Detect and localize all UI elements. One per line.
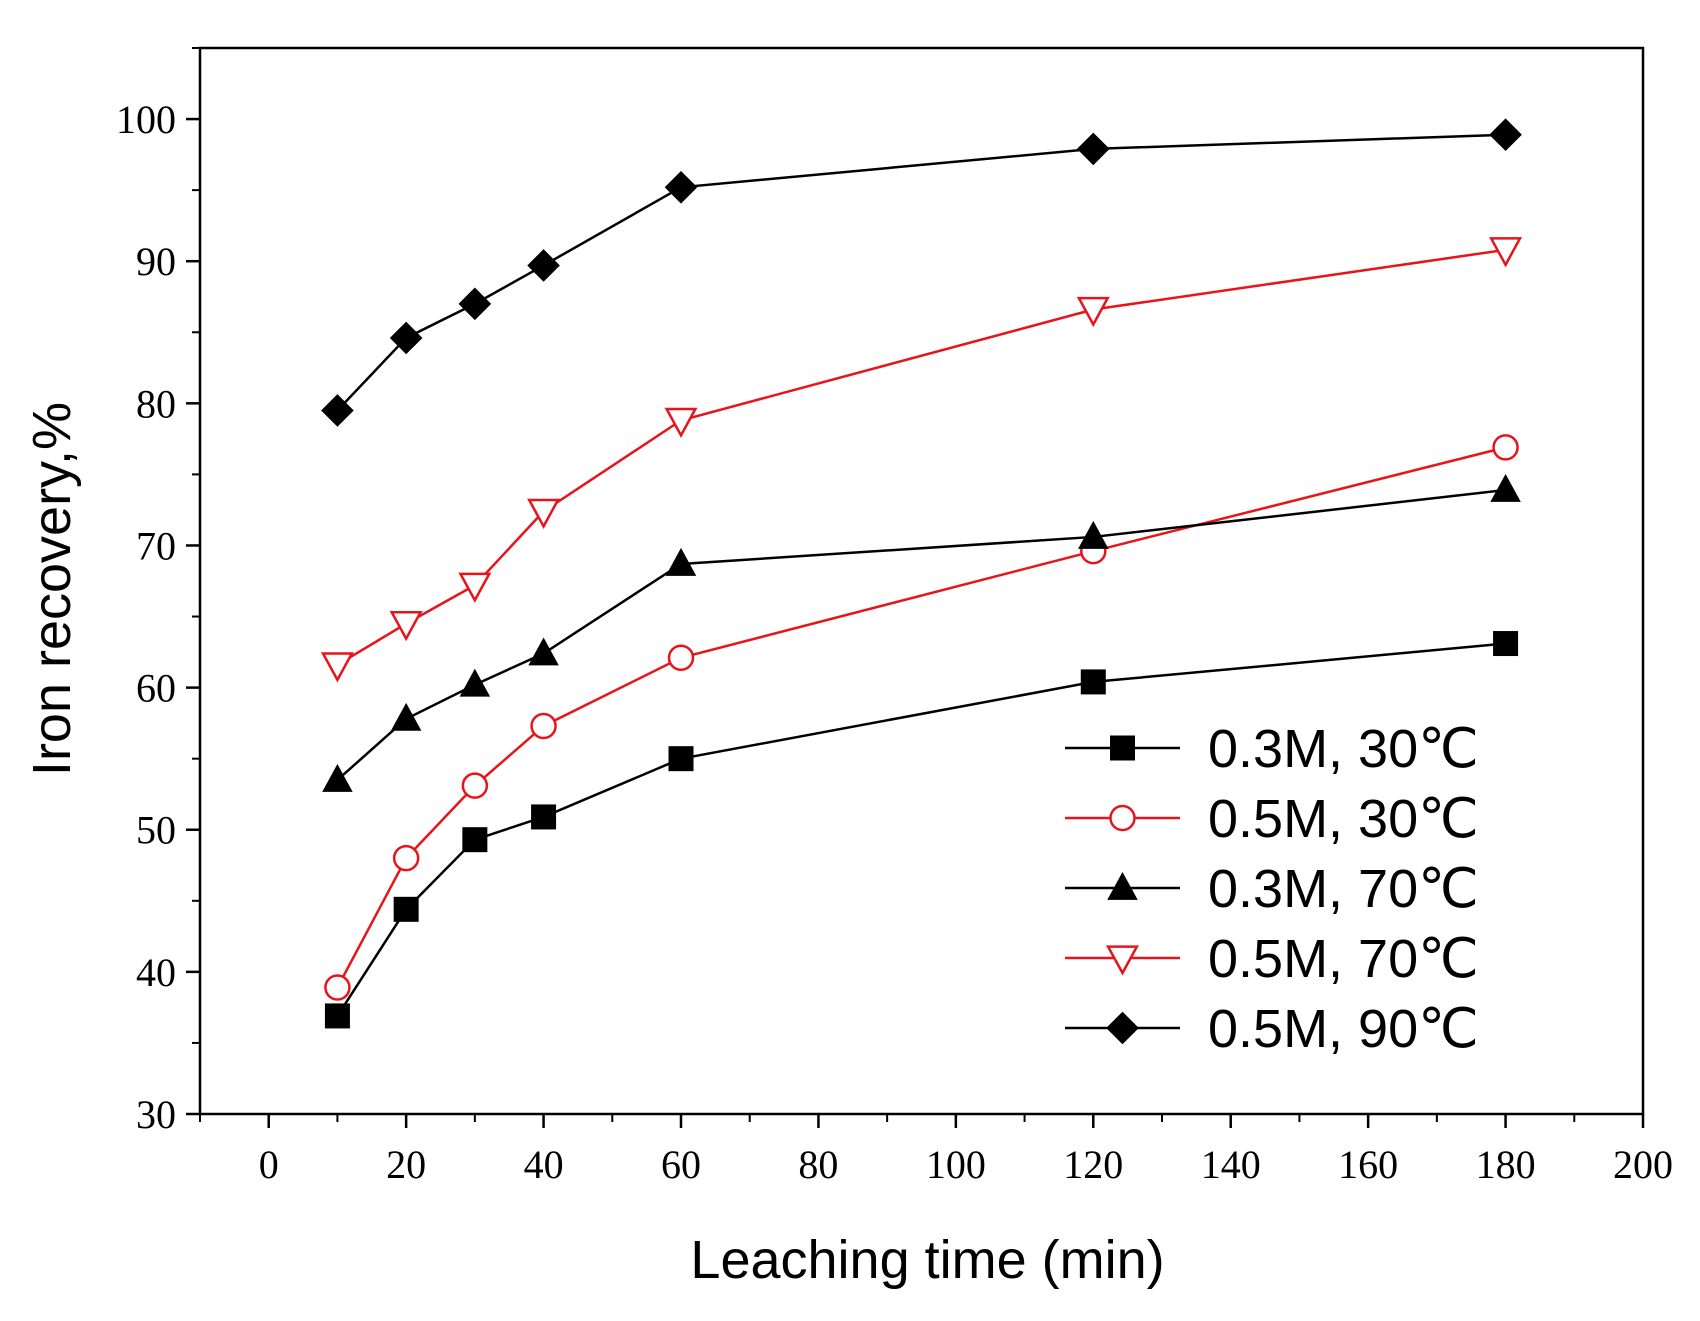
y-tick-label: 90 bbox=[136, 239, 176, 284]
series-line bbox=[336, 133, 1506, 412]
data-point bbox=[458, 287, 492, 321]
data-point bbox=[389, 321, 423, 355]
data-point bbox=[1489, 118, 1522, 152]
data-point bbox=[665, 547, 697, 576]
x-tick-label: 140 bbox=[1201, 1142, 1261, 1187]
x-tick-label: 120 bbox=[1063, 1142, 1123, 1187]
y-axis-title: Iron recovery,% bbox=[22, 402, 82, 776]
series-1 bbox=[324, 631, 1519, 1029]
x-tick-label: 100 bbox=[926, 1142, 986, 1187]
data-point bbox=[1492, 434, 1519, 461]
x-tick-label: 0 bbox=[259, 1142, 279, 1187]
data-point bbox=[461, 772, 489, 799]
data-point bbox=[320, 652, 354, 683]
data-point bbox=[668, 746, 694, 772]
data-point bbox=[1076, 296, 1110, 328]
legend-marker bbox=[1106, 1011, 1139, 1045]
data-point bbox=[389, 610, 423, 642]
legend-label: 0.5M, 90℃ bbox=[1208, 999, 1479, 1059]
data-point bbox=[1490, 473, 1521, 502]
legend-marker bbox=[1107, 871, 1138, 900]
data-point bbox=[527, 498, 561, 529]
y-tick-label: 50 bbox=[136, 808, 176, 853]
data-point bbox=[324, 1003, 350, 1029]
legend-item: 0.3M, 70℃ bbox=[1065, 859, 1479, 919]
y-tick-label: 80 bbox=[136, 381, 176, 426]
data-point bbox=[458, 572, 492, 603]
series-3 bbox=[322, 473, 1521, 792]
x-tick-label: 200 bbox=[1613, 1142, 1673, 1187]
legend: 0.3M, 30℃ 0.5M, 30℃ 0.3M, 70℃ 0.5M, 70℃ 0.5M… bbox=[1065, 719, 1479, 1059]
data-point bbox=[1078, 520, 1109, 549]
legend-label: 0.3M, 30℃ bbox=[1208, 719, 1479, 779]
legend-marker bbox=[1109, 804, 1136, 832]
x-axis-ticks: 0 20 40 60 80 100 120 140 160 180 200 bbox=[199, 1114, 1673, 1187]
x-tick-label: 20 bbox=[386, 1142, 426, 1187]
y-tick-label: 70 bbox=[136, 523, 176, 568]
plot-frame bbox=[198, 46, 1645, 1116]
data-point bbox=[459, 668, 491, 697]
data-point bbox=[527, 249, 560, 282]
x-tick-label: 40 bbox=[524, 1142, 564, 1187]
x-tick-label: 60 bbox=[661, 1142, 701, 1187]
legend-label: 0.3M, 70℃ bbox=[1208, 859, 1479, 919]
x-tick-label: 160 bbox=[1338, 1142, 1398, 1187]
data-point bbox=[462, 827, 488, 853]
data-point bbox=[393, 896, 419, 922]
y-tick-label: 30 bbox=[136, 1092, 176, 1137]
data-point bbox=[664, 407, 698, 438]
y-tick-label: 60 bbox=[136, 666, 176, 711]
data-point bbox=[1080, 669, 1106, 695]
series-5 bbox=[321, 118, 1522, 427]
data-point bbox=[664, 170, 698, 204]
legend-marker bbox=[1110, 735, 1135, 761]
x-tick-label: 80 bbox=[798, 1142, 838, 1187]
data-point bbox=[667, 644, 695, 672]
legend-label: 0.5M, 70℃ bbox=[1208, 929, 1479, 989]
series-layer bbox=[320, 118, 1523, 1029]
data-point bbox=[531, 804, 557, 830]
data-point bbox=[528, 637, 559, 666]
legend-item: 0.5M, 70℃ bbox=[1065, 929, 1479, 989]
y-tick-label: 40 bbox=[136, 950, 176, 995]
legend-marker bbox=[1105, 945, 1140, 976]
series-line bbox=[336, 248, 1506, 666]
y-axis-ticks: 30 40 50 60 70 80 90 100 bbox=[116, 47, 200, 1137]
y-tick-label: 100 bbox=[116, 97, 176, 142]
legend-label: 0.5M, 30℃ bbox=[1208, 789, 1479, 849]
x-axis-title: Leaching time (min) bbox=[690, 1230, 1164, 1290]
legend-item: 0.5M, 90℃ bbox=[1065, 999, 1479, 1059]
data-point bbox=[530, 712, 557, 740]
data-point bbox=[322, 763, 353, 792]
data-point bbox=[392, 844, 420, 872]
series-4 bbox=[320, 237, 1523, 683]
legend-item: 0.3M, 30℃ bbox=[1065, 719, 1479, 779]
data-point bbox=[1489, 237, 1523, 268]
legend-item: 0.5M, 30℃ bbox=[1065, 789, 1479, 849]
x-tick-label: 180 bbox=[1476, 1142, 1536, 1187]
data-point bbox=[321, 394, 354, 427]
data-point bbox=[390, 702, 422, 731]
data-point bbox=[1493, 631, 1519, 657]
data-point bbox=[324, 974, 351, 1001]
data-point bbox=[1076, 132, 1110, 166]
